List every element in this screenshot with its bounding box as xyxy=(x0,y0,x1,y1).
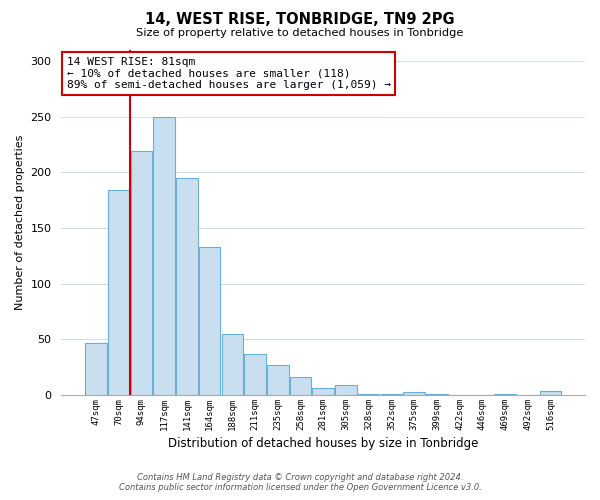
Text: Size of property relative to detached houses in Tonbridge: Size of property relative to detached ho… xyxy=(136,28,464,38)
Bar xyxy=(403,392,425,395)
Bar xyxy=(221,334,243,395)
Bar xyxy=(335,385,357,395)
Bar xyxy=(494,394,516,395)
Text: 14, WEST RISE, TONBRIDGE, TN9 2PG: 14, WEST RISE, TONBRIDGE, TN9 2PG xyxy=(145,12,455,28)
Bar xyxy=(426,394,448,395)
Bar xyxy=(199,247,220,395)
Bar xyxy=(131,152,152,395)
Bar xyxy=(154,117,175,395)
Bar xyxy=(267,365,289,395)
Bar xyxy=(290,377,311,395)
Bar xyxy=(380,394,402,395)
Text: Contains HM Land Registry data © Crown copyright and database right 2024.
Contai: Contains HM Land Registry data © Crown c… xyxy=(119,473,481,492)
Bar xyxy=(244,354,266,395)
Bar xyxy=(358,394,379,395)
Bar xyxy=(85,342,107,395)
X-axis label: Distribution of detached houses by size in Tonbridge: Distribution of detached houses by size … xyxy=(168,437,478,450)
Bar xyxy=(176,178,197,395)
Bar xyxy=(108,190,130,395)
Bar xyxy=(313,388,334,395)
Text: 14 WEST RISE: 81sqm
← 10% of detached houses are smaller (118)
89% of semi-detac: 14 WEST RISE: 81sqm ← 10% of detached ho… xyxy=(67,57,391,90)
Y-axis label: Number of detached properties: Number of detached properties xyxy=(15,135,25,310)
Bar xyxy=(539,390,561,395)
